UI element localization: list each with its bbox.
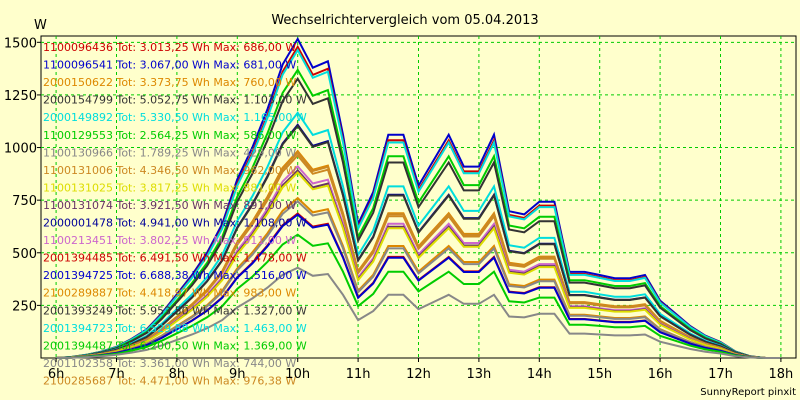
y-tick-label: 1250 bbox=[4, 89, 37, 104]
legend-entry-2001394487: 2001394487 Tot: 6.200,50 Wh Max: 1.369,0… bbox=[43, 339, 307, 352]
x-tick-label: 10h bbox=[285, 367, 310, 382]
x-tick-label: 14h bbox=[527, 367, 552, 382]
series-line-1100130966 bbox=[56, 266, 781, 359]
y-tick-label: 1000 bbox=[4, 142, 37, 157]
y-tick-label: 1500 bbox=[4, 36, 37, 51]
x-tick-label: 6h bbox=[48, 367, 65, 382]
y-axis-ticks: 250 500 750 1000 1250 1500 bbox=[4, 36, 41, 314]
x-tick-label: 16h bbox=[648, 367, 673, 382]
series-line-1100096541 bbox=[56, 213, 781, 359]
legend-entry-2001393249: 2001393249 Tot: 5.953,50 Wh Max: 1.327,0… bbox=[43, 304, 307, 317]
legend-entry-2000154799: 2000154799 Tot: 5.052,75 Wh Max: 1.103,0… bbox=[43, 94, 307, 107]
x-tick-label: 17h bbox=[708, 367, 733, 382]
legend-entry-2000149892: 2000149892 Tot: 5.330,50 Wh Max: 1.165,0… bbox=[43, 111, 307, 124]
legend-entry-2001394485: 2001394485 Tot: 6.491,50 Wh Max: 1.478,0… bbox=[43, 252, 307, 265]
y-tick-label: 250 bbox=[12, 299, 37, 314]
series-line-1100129553 bbox=[56, 233, 781, 359]
x-tick-label: 11h bbox=[346, 367, 371, 382]
legend-entry-1100131006: 1100131006 Tot: 4.346,50 Wh Max: 962,00 … bbox=[43, 164, 296, 177]
legend-entry-2001394725: 2001394725 Tot: 6.688,38 Wh Max: 1.516,0… bbox=[43, 269, 307, 282]
series-line-2001102358 bbox=[56, 200, 781, 359]
series-line-1100131025 bbox=[56, 171, 781, 359]
legend-entry-2100289887: 2100289887 Tot: 4.418,97 Wh Max: 983,00 … bbox=[43, 287, 296, 300]
legend-entry-1100129553: 1100129553 Tot: 2.564,25 Wh Max: 586,00 … bbox=[43, 129, 296, 142]
series-lines bbox=[56, 36, 781, 359]
y-axis-unit-label: W bbox=[34, 18, 47, 33]
y-tick-label: 750 bbox=[12, 194, 37, 209]
legend-entry-1100130966: 1100130966 Tot: 1.789,25 Wh Max: 429,00 … bbox=[43, 146, 296, 159]
series-line-2000149892 bbox=[56, 111, 781, 359]
x-tick-label: 9h bbox=[229, 367, 246, 382]
legend-entry-1100096436: 1100096436 Tot: 3.013,25 Wh Max: 686,00 … bbox=[43, 41, 296, 54]
x-axis-ticks: 6h 7h 8h 9h 10h 11h 12h 13h 14h 15h 16h 17h 18h bbox=[48, 358, 793, 382]
legend-entry-2001102358: 2001102358 Tot: 3.361,00 Wh Max: 744,00 … bbox=[43, 357, 296, 370]
series-line-1100131006 bbox=[56, 153, 781, 359]
legend-entry-1100213451: 1100213451 Tot: 3.802,25 Wh Max: 911,00 … bbox=[43, 234, 296, 247]
series-line-2001393249 bbox=[56, 76, 781, 359]
plot-area bbox=[40, 35, 797, 359]
legend-entry-2100285687: 2100285687 Tot: 4.471,00 Wh Max: 976,38 … bbox=[43, 374, 296, 387]
legend-entry-2000001478: 2000001478 Tot: 4.941,00 Wh Max: 1.108,0… bbox=[43, 217, 307, 230]
x-tick-label: 15h bbox=[587, 367, 612, 382]
x-tick-label: 13h bbox=[467, 367, 492, 382]
footer-credit: SunnyReport pinxit bbox=[700, 387, 796, 398]
x-tick-label: 12h bbox=[406, 367, 431, 382]
legend-entry-1100131074: 1100131074 Tot: 3.921,50 Wh Max: 891,00 … bbox=[43, 199, 296, 212]
x-tick-label: 18h bbox=[769, 367, 794, 382]
series-line-2000154799 bbox=[56, 124, 781, 359]
legend-entry-2001394723: 2001394723 Tot: 6.529,88 Wh Max: 1.463,0… bbox=[43, 322, 307, 335]
legend-entry-2000150622: 2000150622 Tot: 3.373,75 Wh Max: 760,00 … bbox=[43, 76, 296, 89]
y-tick-label: 500 bbox=[12, 247, 37, 262]
series-line-2001394723 bbox=[56, 48, 781, 359]
legend: 1100096436 Tot: 3.013,25 Wh Max: 686,00 … bbox=[43, 41, 307, 387]
legend-entry-1100096541: 1100096541 Tot: 3.067,00 Wh Max: 681,00 … bbox=[43, 59, 296, 72]
chart-title: Wechselrichtervergleich vom 05.04.2013 bbox=[271, 13, 538, 28]
x-tick-label: 7h bbox=[108, 367, 125, 382]
legend-entry-1100131025: 1100131025 Tot: 3.817,25 Wh Max: 881,00 … bbox=[43, 181, 296, 194]
x-tick-label: 8h bbox=[169, 367, 186, 382]
